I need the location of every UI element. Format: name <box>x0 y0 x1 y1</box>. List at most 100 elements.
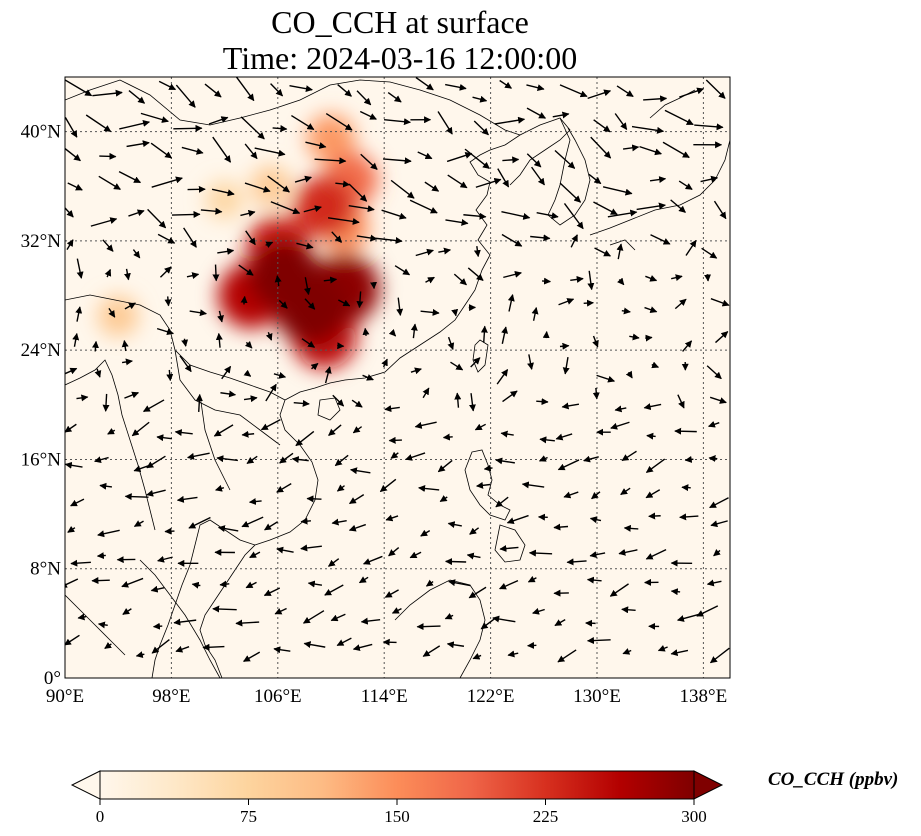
wind-arrow <box>470 357 481 368</box>
wind-arrow <box>142 399 165 413</box>
longitude-tick-label: 106°E <box>254 686 302 707</box>
wind-arrow <box>164 296 172 307</box>
wind-arrow <box>270 83 284 97</box>
concentration-hotspot <box>250 165 292 207</box>
wind-arrow <box>643 95 668 103</box>
wind-arrow <box>166 369 174 382</box>
wind-arrow <box>204 83 222 98</box>
wind-arrow <box>221 365 232 380</box>
wind-arrow <box>649 176 667 184</box>
concentration-hotspot <box>275 273 348 346</box>
wind-arrow <box>188 516 211 529</box>
wind-arrow <box>531 166 545 186</box>
bohai-coast <box>504 117 571 186</box>
wind-arrow <box>303 641 326 649</box>
wind-arrow <box>592 335 599 348</box>
wind-arrow <box>131 421 150 437</box>
wind-arrow <box>314 157 347 165</box>
wind-arrow <box>295 430 315 447</box>
wind-arrow <box>381 209 407 220</box>
latitude-tick-label: 16°N <box>21 449 62 470</box>
colorbar-extend-min <box>70 770 101 800</box>
wind-arrow <box>494 116 526 125</box>
wind-arrow <box>324 366 332 384</box>
china-coastline <box>284 144 506 401</box>
wind-arrow <box>181 146 204 155</box>
wind-arrow <box>596 374 616 383</box>
wind-arrow <box>360 617 381 625</box>
hainan-island <box>317 397 341 421</box>
wind-arrow <box>213 424 234 437</box>
wind-arrow <box>124 493 149 501</box>
wind-arrow <box>446 641 465 649</box>
wind-arrow <box>350 467 371 475</box>
wind-arrow <box>356 291 364 309</box>
wind-arrow <box>307 580 323 588</box>
wind-arrow <box>621 606 636 614</box>
wind-arrow <box>96 552 106 560</box>
wind-arrow <box>293 399 310 407</box>
philippines-south <box>494 524 526 563</box>
wind-arrow <box>291 456 309 463</box>
wind-arrow <box>405 452 426 461</box>
wind-arrow <box>497 168 510 188</box>
wind-arrow <box>591 491 601 500</box>
wind-arrow <box>684 455 694 463</box>
wind-arrow <box>157 555 173 563</box>
wind-arrow <box>243 369 252 377</box>
wind-arrow <box>65 79 93 97</box>
wind-arrow <box>70 559 91 567</box>
wind-arrow <box>264 521 279 531</box>
wind-arrow <box>191 581 201 589</box>
wind-arrow <box>211 188 235 197</box>
wind-arrow <box>140 112 169 123</box>
wind-arrow <box>466 552 481 560</box>
wind-arrow <box>99 482 113 490</box>
wind-arrow <box>696 605 719 617</box>
wind-arrow <box>235 77 255 102</box>
wind-arrow <box>200 207 223 215</box>
wind-arrow <box>447 336 455 351</box>
wind-arrow <box>563 491 579 499</box>
wind-arrow <box>715 331 729 344</box>
colorbar-tick-label: 150 <box>384 807 410 826</box>
wind-arrow <box>678 180 693 191</box>
wind-arrow <box>244 182 271 193</box>
wind-arrow <box>521 481 545 489</box>
wind-arrow <box>351 399 363 408</box>
wind-arrow <box>215 484 225 492</box>
latitude-tick-label: 40°N <box>21 122 62 143</box>
wind-arrow <box>469 393 476 412</box>
wind-arrow <box>415 248 434 257</box>
wind-arrow <box>240 116 265 140</box>
wind-arrow <box>216 455 238 463</box>
wind-arrow <box>646 432 656 440</box>
wind-arrow <box>359 110 377 120</box>
wind-arrow <box>75 306 83 322</box>
wind-arrow <box>453 273 467 286</box>
wind-arrow <box>390 451 399 459</box>
wind-arrow <box>90 217 118 227</box>
wind-vectors <box>65 77 730 664</box>
wind-arrow <box>212 605 237 613</box>
wind-arrow <box>352 643 373 652</box>
wind-arrow <box>181 338 189 347</box>
wind-arrow <box>358 576 369 584</box>
wind-arrow <box>705 79 726 99</box>
wind-arrow <box>709 497 729 509</box>
wind-arrow <box>474 423 486 431</box>
wind-arrow <box>335 180 351 188</box>
wind-arrow <box>133 465 149 472</box>
wind-arrow <box>273 372 287 379</box>
concentration-hotspot <box>97 295 139 337</box>
wind-arrow <box>425 579 434 587</box>
wind-arrow <box>92 89 123 97</box>
wind-arrow <box>526 107 547 119</box>
wind-arrow <box>526 84 545 92</box>
wind-arrow <box>506 514 529 525</box>
wind-arrow <box>447 174 468 189</box>
wind-arrow <box>124 391 139 399</box>
wind-arrow <box>381 358 388 368</box>
wind-arrow <box>273 646 291 654</box>
